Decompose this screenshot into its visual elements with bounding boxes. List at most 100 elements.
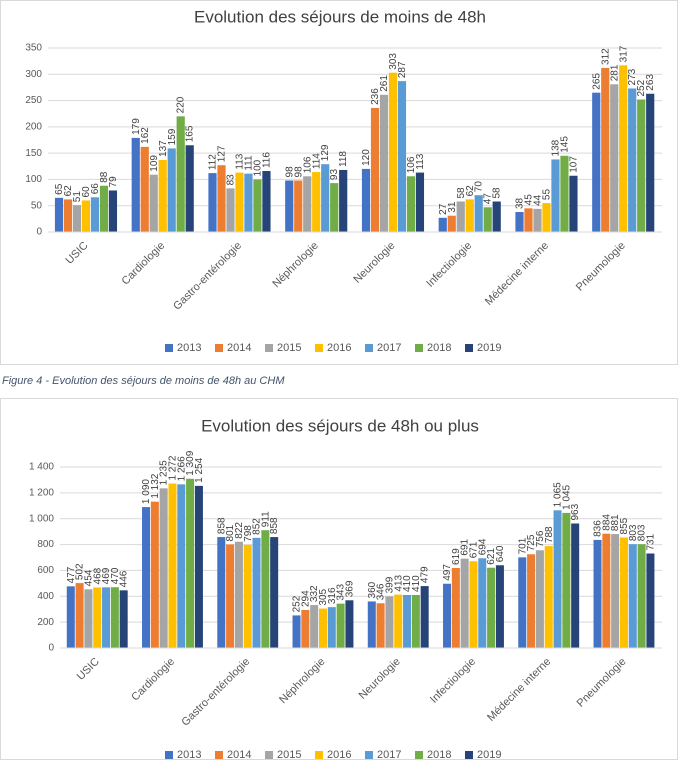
bar: [619, 65, 628, 232]
bar: [394, 594, 403, 648]
y-tick-label: 250: [25, 95, 42, 106]
legend-label: 2015: [277, 749, 301, 761]
data-label: 1 254: [194, 457, 205, 482]
bar: [159, 488, 168, 648]
data-label: 694: [477, 538, 488, 555]
bar: [376, 603, 385, 648]
bar: [321, 164, 330, 232]
data-label: 1 065: [553, 482, 564, 507]
data-label: 798: [243, 525, 254, 542]
data-label: 265: [591, 73, 602, 90]
data-label: 725: [526, 534, 537, 551]
data-label: 88: [99, 171, 110, 183]
data-label: 138: [551, 139, 562, 156]
data-label: 45: [524, 194, 535, 206]
data-label: 236: [370, 88, 381, 105]
data-label: 127: [217, 145, 228, 162]
data-label: 62: [465, 185, 476, 197]
data-label: 1 045: [561, 484, 572, 509]
data-label: 858: [216, 517, 227, 534]
bar: [312, 172, 321, 232]
bar: [90, 197, 100, 232]
data-label: 93: [329, 169, 340, 181]
data-label: 963: [570, 503, 581, 520]
bar: [646, 553, 655, 648]
data-label: 413: [393, 574, 404, 591]
legend-swatch: [315, 344, 323, 352]
bar: [637, 99, 646, 233]
data-label: 691: [460, 539, 471, 556]
legend-swatch: [265, 751, 273, 759]
data-label: 822: [234, 522, 245, 539]
data-label: 112: [208, 154, 219, 170]
bar: [261, 530, 270, 648]
bar: [54, 197, 64, 232]
bar: [234, 541, 243, 648]
data-label: 410: [411, 575, 422, 592]
bar: [81, 200, 91, 232]
bar: [483, 207, 492, 232]
bar: [243, 544, 252, 648]
data-label: 44: [533, 194, 544, 206]
data-label: 38: [515, 197, 526, 209]
bar: [194, 485, 203, 648]
data-label: 1 266: [176, 456, 187, 481]
data-label: 252: [636, 79, 647, 96]
data-label: 701: [517, 537, 528, 554]
data-label: 836: [593, 520, 604, 537]
data-label: 410: [402, 575, 413, 592]
data-label: 346: [376, 583, 387, 600]
bar: [99, 185, 109, 232]
bar: [318, 608, 327, 648]
bar: [75, 583, 84, 648]
bar: [262, 171, 271, 232]
legend-label: 2015: [277, 342, 301, 354]
bar: [447, 215, 456, 232]
data-label: 479: [420, 566, 431, 583]
legend-swatch: [215, 751, 223, 759]
bar: [451, 567, 460, 648]
bar: [592, 92, 601, 232]
bar: [235, 172, 244, 232]
bar: [217, 537, 226, 648]
bar: [93, 587, 102, 648]
bar: [560, 155, 569, 232]
legend-label: 2016: [327, 749, 351, 761]
bar: [495, 565, 504, 648]
legend-label: 2018: [427, 342, 451, 354]
bar: [226, 188, 235, 232]
data-label: 884: [601, 514, 612, 531]
bar: [593, 539, 602, 648]
bar: [571, 523, 580, 648]
legend-swatch: [215, 344, 223, 352]
data-label: 1 309: [185, 450, 196, 475]
bar: [443, 583, 452, 648]
y-tick-label: 0: [36, 227, 42, 238]
bar: [84, 589, 93, 648]
bar: [385, 596, 394, 648]
bar: [119, 590, 128, 648]
legend-swatch: [265, 344, 273, 352]
bar: [628, 544, 637, 648]
data-label: 468: [92, 567, 103, 584]
data-label: 137: [158, 140, 169, 157]
data-label: 31: [447, 201, 458, 213]
data-label: 281: [609, 64, 620, 81]
y-tick-label: 100: [25, 174, 42, 185]
bar: [415, 172, 425, 232]
bar: [611, 534, 620, 648]
bar: [551, 159, 560, 232]
data-label: 58: [492, 187, 503, 199]
data-label: 159: [167, 128, 178, 145]
legend-label: 2014: [227, 749, 251, 761]
legend-swatch: [365, 751, 373, 759]
y-tick-label: 0: [48, 643, 54, 654]
data-label: 502: [75, 563, 86, 580]
legend-swatch: [165, 344, 173, 352]
data-label: 116: [261, 152, 272, 168]
bar: [63, 199, 73, 232]
bar: [406, 176, 416, 232]
bar: [628, 88, 637, 232]
y-tick-label: 1 200: [29, 487, 54, 498]
